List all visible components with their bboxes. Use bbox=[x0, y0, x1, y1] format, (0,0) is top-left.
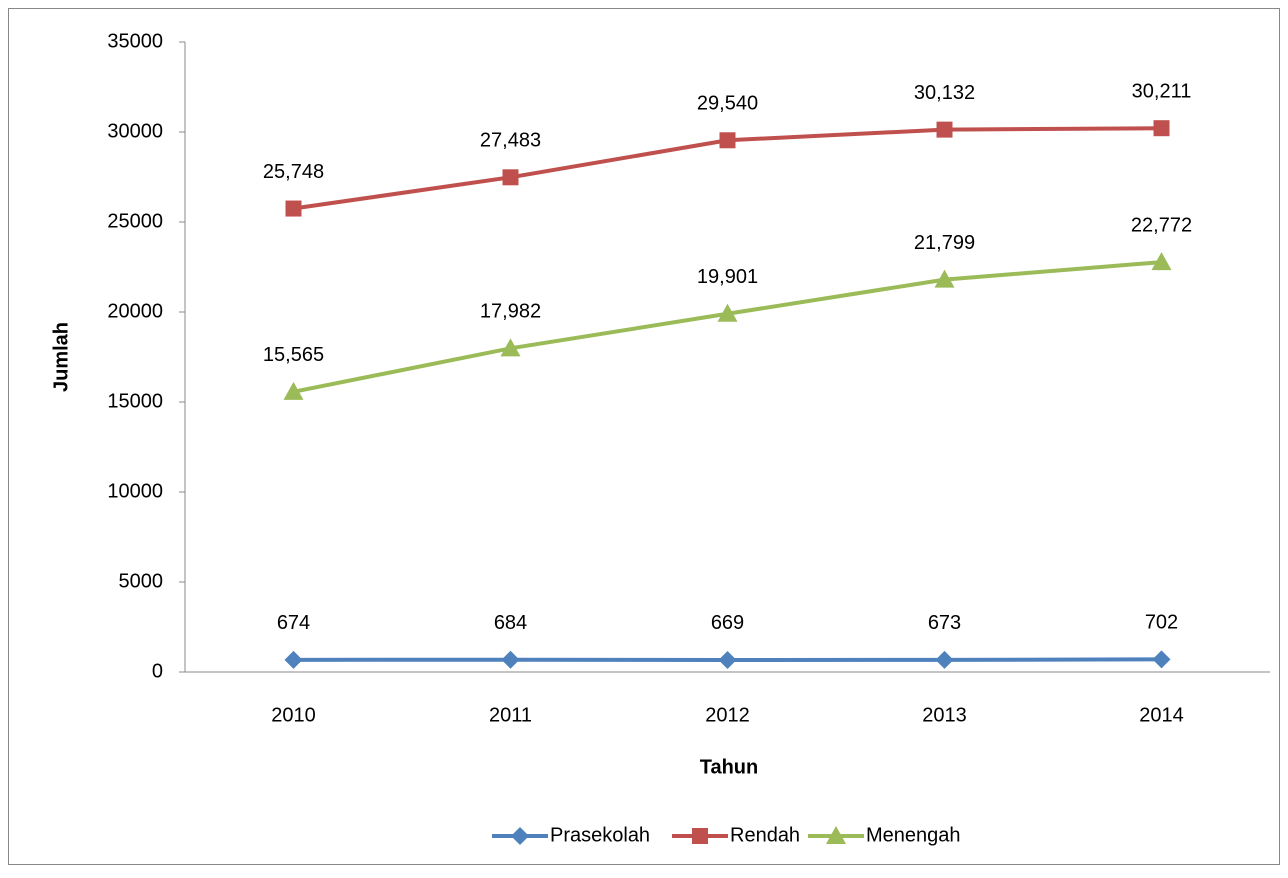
y-tick-label: 5000 bbox=[119, 570, 164, 592]
data-label: 25,748 bbox=[263, 161, 324, 183]
data-point bbox=[718, 650, 737, 669]
data-point bbox=[283, 381, 304, 400]
legend-label: Prasekolah bbox=[550, 824, 650, 846]
data-point bbox=[935, 650, 954, 669]
y-tick-label: 20000 bbox=[107, 300, 163, 322]
y-tick-label: 10000 bbox=[107, 480, 163, 502]
legend-marker bbox=[692, 828, 708, 844]
data-label: 684 bbox=[494, 612, 527, 634]
data-point bbox=[502, 169, 519, 186]
data-point bbox=[1152, 650, 1171, 669]
data-label: 29,540 bbox=[697, 93, 758, 115]
data-label: 674 bbox=[277, 612, 310, 634]
data-point bbox=[284, 650, 303, 669]
legend-marker bbox=[826, 826, 846, 844]
y-tick-label: 35000 bbox=[107, 30, 163, 52]
data-point bbox=[719, 132, 736, 149]
x-tick-label: 2014 bbox=[1139, 704, 1184, 726]
data-point bbox=[285, 200, 302, 217]
data-point bbox=[1153, 120, 1170, 137]
data-point bbox=[717, 303, 738, 322]
y-axis-title: Jumlah bbox=[50, 322, 72, 392]
x-axis-title: Tahun bbox=[700, 756, 759, 778]
data-label: 21,799 bbox=[914, 232, 975, 254]
y-tick-label: 0 bbox=[152, 660, 163, 682]
y-tick-label: 30000 bbox=[107, 120, 163, 142]
chart-border bbox=[8, 8, 1280, 865]
legend-label: Rendah bbox=[730, 824, 800, 846]
data-label: 669 bbox=[711, 612, 744, 634]
data-point bbox=[934, 269, 955, 288]
data-label: 15,565 bbox=[263, 344, 324, 366]
data-label: 27,483 bbox=[480, 130, 541, 152]
legend-marker bbox=[511, 827, 529, 845]
y-tick-label: 15000 bbox=[107, 390, 163, 412]
data-label: 17,982 bbox=[480, 301, 541, 323]
data-label: 30,211 bbox=[1132, 80, 1192, 102]
x-tick-label: 2011 bbox=[489, 704, 532, 726]
x-tick-label: 2010 bbox=[271, 704, 316, 726]
data-label: 30,132 bbox=[914, 82, 975, 104]
legend-label: Menengah bbox=[866, 824, 961, 846]
data-point bbox=[1151, 252, 1172, 271]
x-tick-label: 2012 bbox=[705, 704, 750, 726]
data-label: 702 bbox=[1145, 612, 1178, 634]
data-point bbox=[501, 650, 520, 669]
y-tick-label: 25000 bbox=[107, 210, 163, 232]
data-point bbox=[936, 121, 953, 138]
data-label: 19,901 bbox=[697, 266, 758, 288]
x-tick-label: 2013 bbox=[922, 704, 967, 726]
data-label: 22,772 bbox=[1131, 214, 1192, 236]
data-point bbox=[500, 338, 521, 357]
data-label: 673 bbox=[928, 612, 961, 634]
